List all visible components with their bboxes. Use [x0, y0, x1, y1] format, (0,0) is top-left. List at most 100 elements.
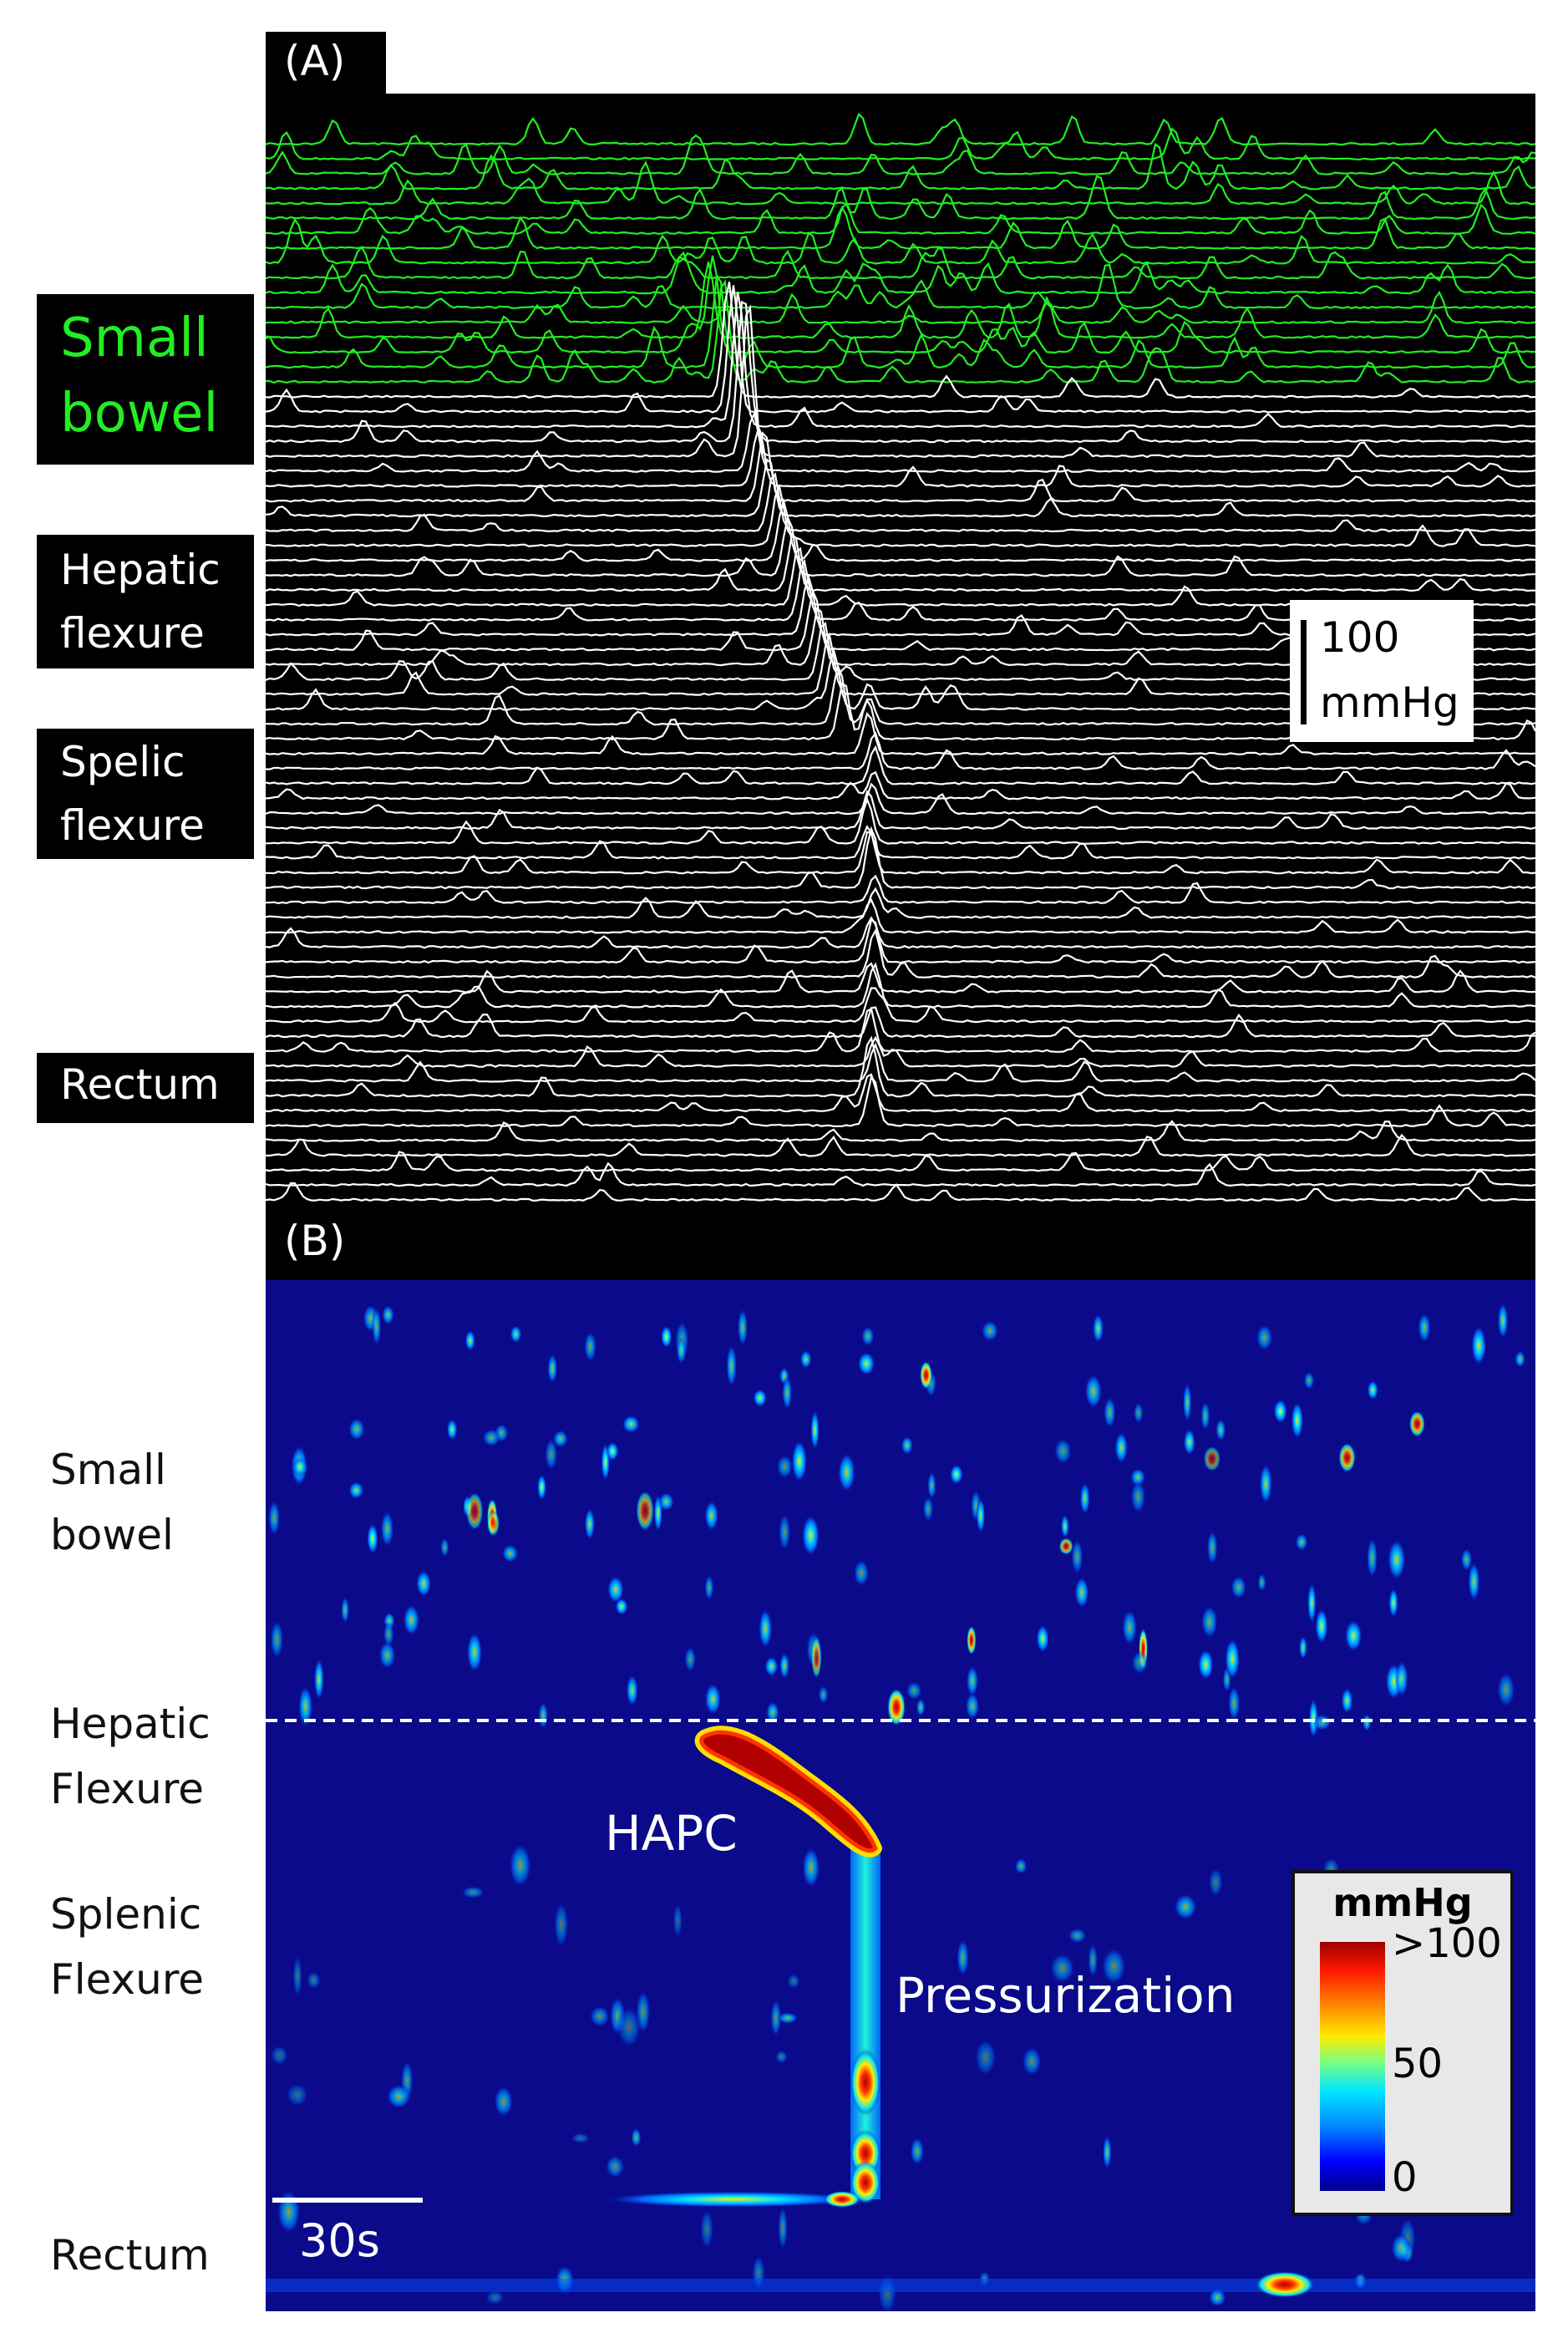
pressure-blob — [1468, 1561, 1480, 1602]
pressure-blob — [765, 1701, 780, 1724]
pressure-blob — [415, 1569, 432, 1598]
pressure-blob — [853, 1559, 870, 1587]
label-small-bowel-a-line2: bowel — [60, 383, 219, 445]
pressure-blob — [1208, 2288, 1226, 2307]
pressure-trace — [265, 282, 1536, 399]
pressure-trace — [265, 1035, 1536, 1068]
pressure-blob — [636, 1490, 655, 1532]
pressure-blob — [501, 1544, 519, 1563]
pressure-blob — [378, 1640, 396, 1670]
label-splenic-b-line2: Flexure — [50, 1955, 205, 2004]
pressure-blob — [949, 1464, 963, 1485]
pressure-trace — [265, 160, 1536, 206]
pressure-blob — [617, 2006, 642, 2049]
pressure-blob — [700, 2208, 714, 2249]
pressure-blob — [1131, 1650, 1149, 1675]
label-hepatic-a-line1: Hepatic — [60, 546, 221, 594]
pressure-blob — [1341, 1687, 1353, 1715]
pressure-blob — [372, 1307, 382, 1347]
pressure-blob — [965, 1692, 980, 1720]
pressure-blob — [348, 1417, 366, 1441]
pressure-trace — [265, 255, 1535, 354]
pressure-blob — [1291, 1401, 1304, 1440]
pressure-trace — [265, 514, 1536, 577]
pressure-scale-bar — [1301, 620, 1307, 724]
pressure-blob — [777, 2011, 799, 2025]
pressure-blob — [626, 1674, 638, 1707]
pressure-blob — [1174, 1893, 1197, 1920]
pressure-blob — [298, 1685, 313, 1728]
pressure-trace — [265, 424, 1536, 488]
pressure-blob — [571, 2132, 591, 2144]
pressure-blob — [802, 1847, 820, 1888]
label-small-bowel-a: Small bowel — [37, 294, 254, 465]
time-scale-label: 30s — [299, 2214, 380, 2267]
label-hepatic-b: Hepatic Flexure — [50, 1691, 211, 1822]
pressure-blob — [1103, 1396, 1116, 1429]
pressure-blob — [1084, 1373, 1103, 1410]
pressure-blob — [1312, 1714, 1332, 1731]
pressure-trace — [265, 928, 1536, 979]
pressure-blob — [367, 1522, 378, 1555]
label-hepatic-b-line1: Hepatic — [50, 1700, 211, 1748]
pressure-blob — [1200, 1400, 1210, 1431]
pressure-blob — [782, 1375, 793, 1410]
pressure-blob — [486, 1510, 500, 1537]
pressure-blob — [1315, 1608, 1328, 1644]
pressure-blob — [1259, 1463, 1273, 1505]
pressure-blob — [538, 1701, 549, 1730]
label-rectum-a: Rectum — [37, 1053, 254, 1123]
pressure-blob — [906, 1681, 922, 1700]
pressure-blob — [1367, 1537, 1378, 1579]
pressure-blob — [509, 1842, 532, 1888]
pressure-blob — [270, 2045, 289, 2066]
pressure-blob — [553, 1901, 569, 1948]
pressure-trace — [265, 279, 1536, 384]
pressure-blob — [545, 1438, 558, 1471]
pressure-blob — [1471, 1325, 1487, 1366]
pressure-blob — [1036, 1624, 1049, 1653]
pressure-blob — [1183, 1428, 1196, 1456]
pressure-trace — [265, 546, 1536, 607]
pressure-blob — [1497, 1302, 1509, 1339]
pressure-trace — [265, 262, 1536, 339]
pressure-blob — [957, 1939, 970, 1977]
pressure-trace — [265, 826, 1536, 890]
legend-tick-max: >100 — [1392, 1920, 1502, 1967]
pressure-blob — [774, 2050, 789, 2064]
panel-a-tab — [266, 32, 386, 95]
pressure-blob — [382, 1304, 394, 1325]
pressure-trace — [265, 202, 1536, 236]
color-legend: mmHg >100 50 0 — [1291, 1870, 1514, 2216]
pressure-trace — [265, 251, 1536, 295]
pressure-blob — [861, 1326, 875, 1347]
bottom-band — [266, 2279, 1535, 2292]
hapc-band — [699, 1730, 878, 1853]
label-splenic-a-line2: flexure — [60, 801, 205, 850]
pressure-blob — [778, 2205, 788, 2251]
pressure-blob — [787, 1974, 800, 1989]
pressure-blob — [286, 2083, 309, 2107]
pressure-blob — [341, 1596, 350, 1624]
pressure-blob — [1391, 2233, 1411, 2264]
pressure-blob — [589, 2005, 611, 2027]
pressure-blob — [967, 1625, 977, 1655]
label-hepatic-a-line2: flexure — [60, 609, 205, 658]
pressure-blob — [465, 1492, 484, 1531]
pressure-blob — [726, 1344, 737, 1388]
pressure-blob — [461, 1886, 485, 1899]
pressure-blob — [927, 1471, 936, 1500]
label-small-bowel-b-line1: Small — [50, 1446, 166, 1494]
pressure-blob — [268, 1500, 281, 1537]
pressure-blob — [704, 1683, 722, 1715]
pressure-trace — [265, 217, 1536, 265]
pressure-blob — [799, 1349, 812, 1369]
label-splenic-a: Spelic flexure — [37, 729, 254, 859]
pressure-scale-unit: mmHg — [1320, 679, 1459, 727]
pressure-blob — [1060, 1514, 1069, 1539]
pressure-trace — [265, 1133, 1536, 1157]
pressure-trace — [265, 410, 1536, 473]
pressure-blob — [769, 1999, 782, 2037]
pressure-blob — [1298, 1635, 1307, 1660]
pressure-blob — [759, 1609, 773, 1649]
